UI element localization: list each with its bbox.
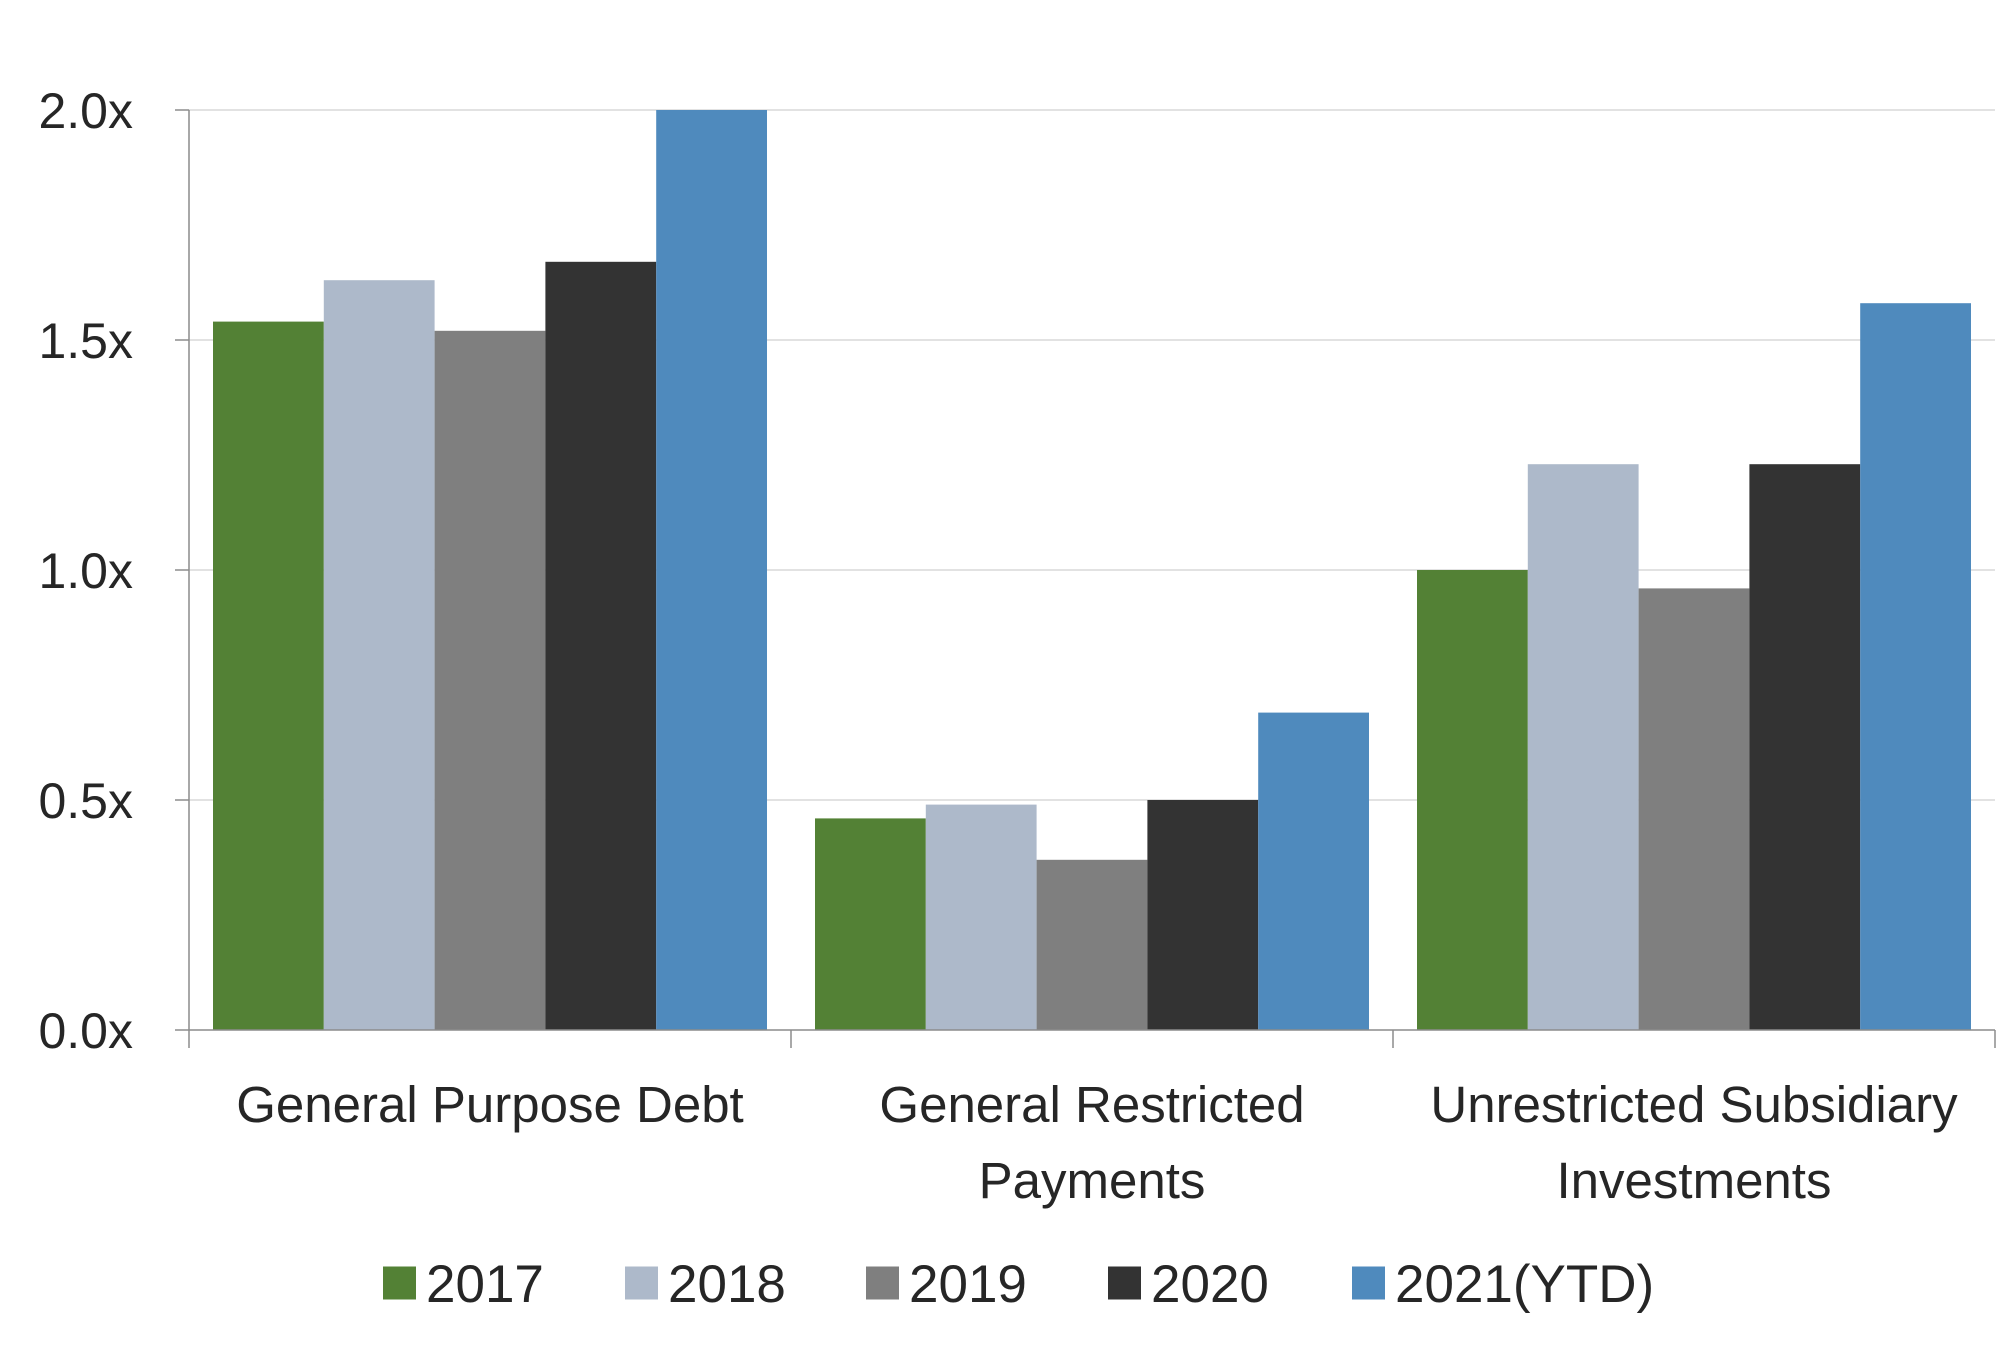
bar-2019-cat-0 (434, 330, 546, 1030)
y-axis-tick-label: 1.5x (38, 313, 133, 369)
x-axis-category-label: Unrestricted Subsidiary (1430, 1076, 1958, 1133)
y-axis-tick-labels: 0.0x 0.5x 1.0x 1.5x 2.0x (38, 83, 133, 1059)
bar-2017-cat-1 (815, 818, 926, 1030)
legend-label: 2019 (909, 1255, 1027, 1314)
bar-2019-cat-1 (1036, 859, 1148, 1030)
bar-2017-cat-2 (1417, 570, 1528, 1030)
bar-2020-cat-1 (1147, 800, 1259, 1030)
bar-2018-cat-1 (925, 804, 1037, 1030)
bar-2021-ytd--cat-0 (656, 110, 767, 1030)
legend-label: 2020 (1151, 1255, 1269, 1314)
x-axis-category-label: General Purpose Debt (236, 1076, 743, 1133)
legend-label: 2021(YTD) (1395, 1255, 1654, 1314)
y-axis-tick-label: 0.5x (38, 773, 133, 829)
bar-2019-cat-2 (1638, 588, 1750, 1030)
legend-swatch (383, 1266, 416, 1300)
bar-2018-cat-0 (323, 280, 435, 1030)
bar-2020-cat-2 (1749, 464, 1861, 1030)
legend-swatch (1108, 1266, 1141, 1300)
legend-swatch (866, 1266, 899, 1300)
legend-label: 2018 (668, 1255, 786, 1314)
axes (175, 109, 1996, 1048)
bar-2018-cat-2 (1527, 464, 1639, 1030)
x-axis-category-label: General Restricted (879, 1076, 1304, 1133)
bar-2021-ytd--cat-2 (1860, 303, 1971, 1030)
x-axis-category-labels: General Purpose Debt General Restricted Pa… (236, 1076, 1958, 1209)
bar-2020-cat-0 (545, 261, 657, 1030)
legend-label: 2017 (426, 1255, 544, 1314)
x-axis-category-label: Investments (1557, 1152, 1832, 1209)
y-axis-tick-label: 1.0x (38, 543, 133, 599)
y-axis-tick-label: 0.0x (38, 1003, 133, 1059)
bar-2017-cat-0 (213, 321, 324, 1031)
bar-2021-ytd--cat-1 (1258, 712, 1369, 1030)
legend: 2017 2018 2019 2020 2021(YTD) (383, 1255, 1654, 1314)
y-axis-tick-label: 2.0x (38, 83, 133, 139)
x-axis-category-label: Payments (979, 1152, 1206, 1209)
bars (213, 110, 1971, 1031)
legend-swatch (625, 1266, 658, 1300)
legend-swatch (1352, 1266, 1385, 1300)
